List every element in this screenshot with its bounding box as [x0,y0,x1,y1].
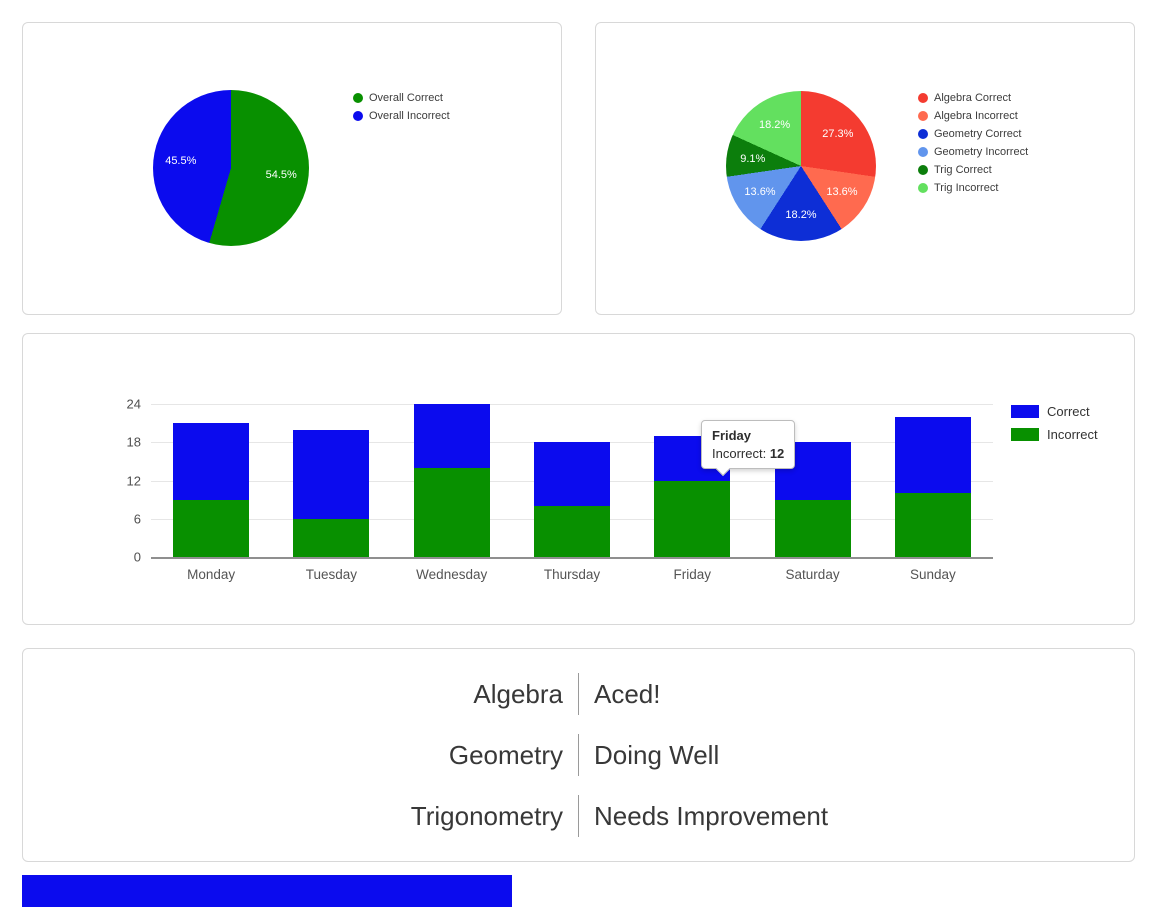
tooltip-title: Friday [712,428,752,443]
row-divider [578,673,579,715]
legend-item[interactable]: Geometry Correct [918,125,1028,143]
pie-slice-label: 27.3% [822,128,854,141]
x-axis-label: Monday [187,567,236,582]
pie-slice-label: 45.5% [165,154,197,167]
bar-incorrect-monday[interactable] [173,499,250,557]
legend-label: Algebra Correct [934,92,1012,104]
legend-label: Overall Incorrect [369,110,450,122]
subject-pie-legend: Algebra Correct Algebra Incorrect Geometry… [918,89,1028,197]
overall-pie-chart[interactable]: 54.5% 45.5% [153,90,309,246]
legend-label: Geometry Correct [934,128,1022,140]
weekly-bar-chart-card: 0 6 12 18 24 Monday Tuesday Wednesday Thursday F… [22,333,1135,625]
y-axis-tick: 12 [126,473,141,488]
legend-swatch [1011,428,1039,441]
legend-swatch [918,165,928,175]
status-cell: Doing Well [594,739,720,770]
legend-item[interactable]: Algebra Incorrect [918,107,1028,125]
y-axis-tick: 0 [133,549,141,565]
legend-label: Trig Correct [934,164,992,176]
legend-item[interactable]: Correct [1011,400,1098,423]
y-axis-tick: 6 [133,511,141,527]
legend-swatch [1011,405,1039,418]
y-axis-tick: 24 [126,396,141,412]
pie-slice-label: 18.2% [759,119,791,131]
legend-label: Incorrect [1047,427,1098,442]
x-axis-label: Saturday [785,567,840,582]
pie-slice-label: 13.6% [826,186,858,199]
pie-slice-label: 13.6% [744,186,776,199]
legend-item[interactable]: Trig Incorrect [918,179,1028,197]
x-axis-label: Thursday [543,567,601,582]
summary-table-card: Algebra Aced! Geometry Doing Well Trigon… [22,648,1135,862]
legend-label: Correct [1047,404,1090,419]
table-row: Geometry Doing Well [23,725,1134,786]
row-divider [578,734,579,776]
row-divider [578,795,579,837]
legend-label: Algebra Incorrect [934,110,1018,122]
pie-slice-label: 9.1% [740,153,766,166]
legend-item[interactable]: Incorrect [1011,423,1098,446]
partial-blue-bar [22,875,512,907]
bar-legend: Correct Incorrect [1011,400,1098,446]
bar-plot: 0 6 12 18 24 [127,397,993,565]
x-axis-label: Tuesday [305,567,358,582]
bar-correct-thursday[interactable] [534,442,610,506]
bar-incorrect-friday[interactable] [654,480,731,557]
legend-swatch [353,93,363,103]
legend-swatch [918,93,928,103]
bar-incorrect-wednesday[interactable] [413,467,490,557]
pie-slice-label: 18.2% [785,208,817,221]
x-axis-label: Wednesday [416,567,488,582]
subject-cell: Geometry [448,739,563,770]
legend-item[interactable]: Algebra Correct [918,89,1028,107]
bar-incorrect-saturday[interactable] [774,499,851,557]
y-axis-tick: 18 [126,434,141,450]
legend-label: Geometry Incorrect [934,146,1029,158]
legend-item[interactable]: Trig Correct [918,161,1028,179]
bar-incorrect-thursday[interactable] [534,506,610,557]
legend-item[interactable]: Overall Correct [353,89,450,107]
subject-pie-chart[interactable]: 27.3% 13.6% 18.2% 13.6% 9.1% 18.2% [726,91,876,241]
bar-correct-monday[interactable] [173,423,250,500]
bar-incorrect-tuesday[interactable] [293,518,370,557]
legend-item[interactable]: Geometry Incorrect [918,143,1028,161]
legend-item[interactable]: Overall Incorrect [353,107,450,125]
bar-correct-tuesday[interactable] [293,429,370,519]
legend-label: Overall Correct [369,92,443,104]
status-cell: Needs Improvement [594,800,829,831]
subject-cell: Algebra [473,678,563,709]
table-row: Trigonometry Needs Improvement [23,786,1134,847]
tooltip-value: 12 [769,446,785,461]
legend-label: Trig Incorrect [934,182,999,194]
gridline [151,404,993,405]
tooltip-label: Incorrect: [712,446,767,461]
overall-pie-legend: Overall Correct Overall Incorrect [353,89,450,125]
table-row: Algebra Aced! [23,664,1134,725]
overall-pie-card: 54.5% 45.5% Overall Correct Overall Incorr… [22,22,562,315]
legend-swatch [918,183,928,193]
legend-swatch [918,147,928,157]
bar-correct-sunday[interactable] [894,416,971,494]
legend-swatch [918,111,928,121]
summary-table: Algebra Aced! Geometry Doing Well Trigon… [23,649,1134,861]
x-axis-label: Friday [673,567,712,582]
bar-incorrect-sunday[interactable] [894,493,971,557]
legend-swatch [918,129,928,139]
legend-swatch [353,111,363,121]
tooltip-body: Incorrect: 12 [712,446,784,461]
subject-cell: Trigonometry [410,800,563,831]
status-cell: Aced! [594,678,661,709]
subject-pie-card: 27.3% 13.6% 18.2% 13.6% 9.1% 18.2% Algebra Co… [595,22,1135,315]
x-axis-label: Sunday [909,567,956,582]
pie-slice-label: 54.5% [265,169,297,182]
bar-xlabels: Monday Tuesday Wednesday Thursday Friday Satu… [151,567,993,587]
bar-correct-wednesday[interactable] [413,404,490,468]
bar-tooltip: Friday Incorrect: 12 [701,420,796,477]
